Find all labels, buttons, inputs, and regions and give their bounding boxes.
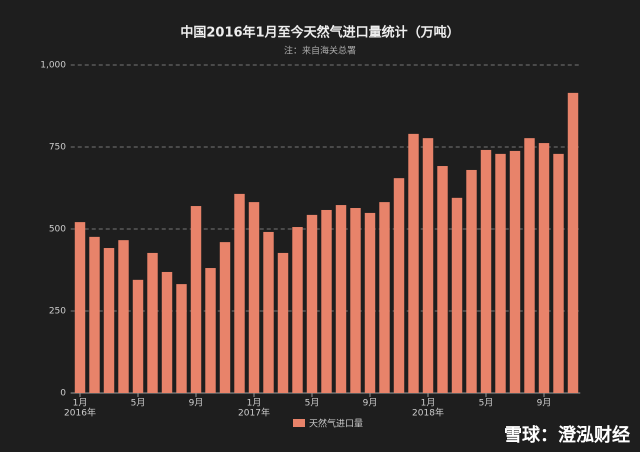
- bar: [118, 240, 129, 393]
- x-tick-label: 9月: [537, 398, 552, 409]
- bar: [248, 202, 260, 393]
- bar: [451, 197, 463, 393]
- bar: [161, 271, 173, 393]
- bar: [422, 138, 434, 393]
- bar: [234, 193, 245, 393]
- chart-title: 中国2016年1月至今天然气进口量统计（万吨）: [180, 25, 459, 41]
- x-year-label: 2016年: [64, 407, 96, 419]
- bar: [89, 236, 100, 393]
- legend-label: 天然气进口量: [309, 418, 363, 430]
- bar: [306, 214, 318, 393]
- y-tick-label: 1,000: [40, 61, 66, 71]
- x-tick-label: 1月: [73, 398, 88, 409]
- bar: [321, 209, 332, 393]
- bar: [277, 252, 289, 393]
- legend-swatch: [293, 419, 305, 427]
- chart-subtitle: 注：来自海关总署: [284, 45, 356, 57]
- x-tick-label: 9月: [363, 398, 378, 409]
- bar: [335, 205, 347, 393]
- x-year-label: 2017年: [238, 407, 270, 419]
- x-year-label: 2018年: [412, 407, 444, 419]
- bar: [103, 248, 115, 393]
- bar: [132, 279, 144, 393]
- bar: [466, 169, 477, 393]
- bar: [379, 202, 390, 393]
- x-tick-label: 9月: [189, 398, 204, 409]
- bar: [263, 231, 274, 393]
- y-tick-label: 500: [49, 225, 66, 235]
- y-tick-label: 750: [49, 143, 66, 153]
- bar: [567, 92, 579, 393]
- bar: [393, 178, 405, 393]
- x-tick-label: 5月: [131, 398, 146, 409]
- bar: [292, 227, 303, 393]
- watermark: 雪球：澄泓财经: [504, 424, 630, 446]
- bar: [364, 212, 376, 393]
- bar: [437, 166, 448, 393]
- x-tick-label: 5月: [479, 398, 494, 409]
- bar: [205, 268, 216, 393]
- bar: [190, 206, 202, 393]
- x-tick-label: 5月: [305, 398, 320, 409]
- bar: [495, 153, 506, 393]
- bar: [74, 222, 86, 393]
- bar: [147, 252, 158, 393]
- bar: [480, 149, 492, 393]
- bar: [408, 133, 419, 393]
- x-tick-label: 1月: [421, 398, 436, 409]
- bar: [538, 143, 550, 393]
- x-tick-label: 1月: [247, 398, 262, 409]
- bar: [219, 242, 231, 393]
- bar: [176, 284, 187, 393]
- bar: [524, 138, 535, 393]
- bar: [509, 150, 521, 393]
- y-tick-label: 250: [49, 307, 66, 317]
- y-tick-label: 0: [60, 389, 66, 399]
- bar: [350, 208, 361, 393]
- bar: [553, 153, 564, 393]
